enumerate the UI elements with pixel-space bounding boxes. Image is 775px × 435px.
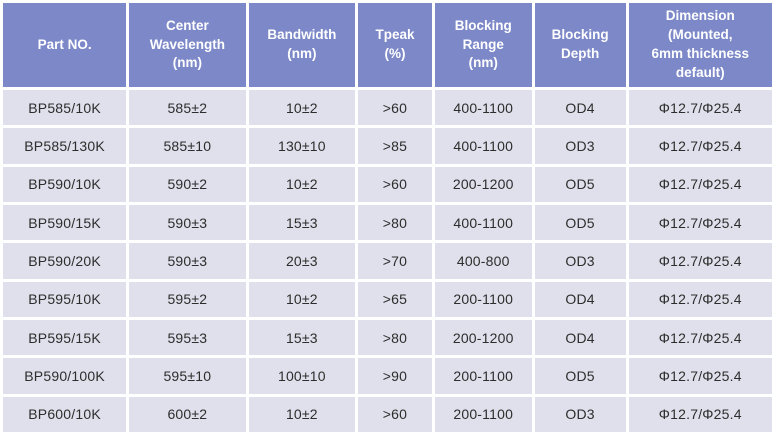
cell-tpeak: >80 <box>358 319 432 356</box>
cell-dimension: Φ12.7/Φ25.4 <box>628 358 772 394</box>
cell-bandwidth: 130±10 <box>248 128 356 164</box>
cell-part-no: BP590/10K <box>3 166 127 202</box>
table-row: BP600/10K 600±2 10±2 >60 200-1100 OD3 Φ12.7/Φ2… <box>3 396 772 432</box>
cell-bandwidth: 10±2 <box>248 166 356 202</box>
cell-part-no: BP590/20K <box>3 243 127 279</box>
cell-dimension: Φ12.7/Φ25.4 <box>628 396 772 432</box>
cell-bandwidth: 20±3 <box>248 243 356 279</box>
cell-dimension: Φ12.7/Φ25.4 <box>628 204 772 241</box>
column-header-blocking-range: Blocking Range (nm) <box>434 3 532 87</box>
cell-blocking-range: 200-1100 <box>434 358 532 394</box>
cell-part-no: BP600/10K <box>3 396 127 432</box>
cell-part-no: BP585/10K <box>3 90 127 126</box>
table-row: BP595/15K 595±3 15±3 >80 200-1200 OD4 Φ12.7/Φ2… <box>3 319 772 356</box>
cell-dimension: Φ12.7/Φ25.4 <box>628 243 772 279</box>
cell-bandwidth: 100±10 <box>248 358 356 394</box>
cell-bandwidth: 15±3 <box>248 204 356 241</box>
column-header-blocking-depth: Blocking Depth <box>534 3 626 87</box>
cell-tpeak: >60 <box>358 166 432 202</box>
cell-center-wavelength: 590±2 <box>129 166 246 202</box>
cell-blocking-depth: OD3 <box>534 128 626 164</box>
column-header-part-no: Part NO. <box>3 3 127 87</box>
cell-blocking-depth: OD3 <box>534 243 626 279</box>
column-header-bandwidth: Bandwidth (nm) <box>248 3 356 87</box>
cell-blocking-depth: OD5 <box>534 166 626 202</box>
cell-center-wavelength: 595±3 <box>129 319 246 356</box>
cell-part-no: BP585/130K <box>3 128 127 164</box>
cell-tpeak: >60 <box>358 396 432 432</box>
cell-tpeak: >80 <box>358 204 432 241</box>
table-body: BP585/10K 585±2 10±2 >60 400-1100 OD4 Φ12.7/Φ2… <box>3 90 772 432</box>
cell-part-no: BP590/100K <box>3 358 127 394</box>
table-row: BP585/10K 585±2 10±2 >60 400-1100 OD4 Φ12.7/Φ2… <box>3 90 772 126</box>
table-row: BP585/130K 585±10 130±10 >85 400-1100 OD3 Φ12.… <box>3 128 772 164</box>
cell-blocking-depth: OD4 <box>534 281 626 317</box>
cell-dimension: Φ12.7/Φ25.4 <box>628 90 772 126</box>
cell-bandwidth: 10±2 <box>248 396 356 432</box>
table-row: BP590/20K 590±3 20±3 >70 400-800 OD3 Φ12.7/Φ25… <box>3 243 772 279</box>
column-header-center-wavelength: Center Wavelength (nm) <box>129 3 246 87</box>
cell-part-no: BP595/15K <box>3 319 127 356</box>
cell-dimension: Φ12.7/Φ25.4 <box>628 281 772 317</box>
cell-center-wavelength: 585±10 <box>129 128 246 164</box>
cell-part-no: BP595/10K <box>3 281 127 317</box>
cell-bandwidth: 10±2 <box>248 90 356 126</box>
cell-blocking-range: 400-1100 <box>434 128 532 164</box>
column-header-tpeak: Tpeak (%) <box>358 3 432 87</box>
cell-blocking-range: 200-1100 <box>434 396 532 432</box>
cell-center-wavelength: 595±10 <box>129 358 246 394</box>
cell-center-wavelength: 590±3 <box>129 204 246 241</box>
cell-dimension: Φ12.7/Φ25.4 <box>628 166 772 202</box>
cell-part-no: BP590/15K <box>3 204 127 241</box>
table-row: BP590/15K 590±3 15±3 >80 400-1100 OD5 Φ12.7/Φ2… <box>3 204 772 241</box>
cell-blocking-range: 200-1100 <box>434 281 532 317</box>
cell-blocking-range: 400-800 <box>434 243 532 279</box>
cell-tpeak: >65 <box>358 281 432 317</box>
cell-tpeak: >60 <box>358 90 432 126</box>
cell-blocking-depth: OD3 <box>534 396 626 432</box>
header-row: Part NO. Center Wavelength (nm) Bandwidt… <box>3 3 772 87</box>
table-row: BP590/100K 595±10 100±10 >90 200-1100 OD5 Φ12.… <box>3 358 772 394</box>
cell-center-wavelength: 585±2 <box>129 90 246 126</box>
cell-blocking-depth: OD5 <box>534 204 626 241</box>
cell-blocking-depth: OD4 <box>534 319 626 356</box>
cell-center-wavelength: 595±2 <box>129 281 246 317</box>
cell-blocking-depth: OD4 <box>534 90 626 126</box>
cell-blocking-range: 200-1200 <box>434 166 532 202</box>
cell-bandwidth: 15±3 <box>248 319 356 356</box>
table-row: BP595/10K 595±2 10±2 >65 200-1100 OD4 Φ12.7/Φ2… <box>3 281 772 317</box>
cell-blocking-range: 400-1100 <box>434 204 532 241</box>
table-header: Part NO. Center Wavelength (nm) Bandwidt… <box>3 3 772 87</box>
cell-tpeak: >85 <box>358 128 432 164</box>
cell-blocking-range: 400-1100 <box>434 90 532 126</box>
table-row: BP590/10K 590±2 10±2 >60 200-1200 OD5 Φ12.7/Φ2… <box>3 166 772 202</box>
cell-center-wavelength: 600±2 <box>129 396 246 432</box>
cell-center-wavelength: 590±3 <box>129 243 246 279</box>
cell-tpeak: >90 <box>358 358 432 394</box>
cell-dimension: Φ12.7/Φ25.4 <box>628 319 772 356</box>
cell-bandwidth: 10±2 <box>248 281 356 317</box>
cell-dimension: Φ12.7/Φ25.4 <box>628 128 772 164</box>
column-header-dimension: Dimension (Mounted, 6mm thickness defaul… <box>628 3 772 87</box>
cell-tpeak: >70 <box>358 243 432 279</box>
cell-blocking-depth: OD5 <box>534 358 626 394</box>
cell-blocking-range: 200-1200 <box>434 319 532 356</box>
